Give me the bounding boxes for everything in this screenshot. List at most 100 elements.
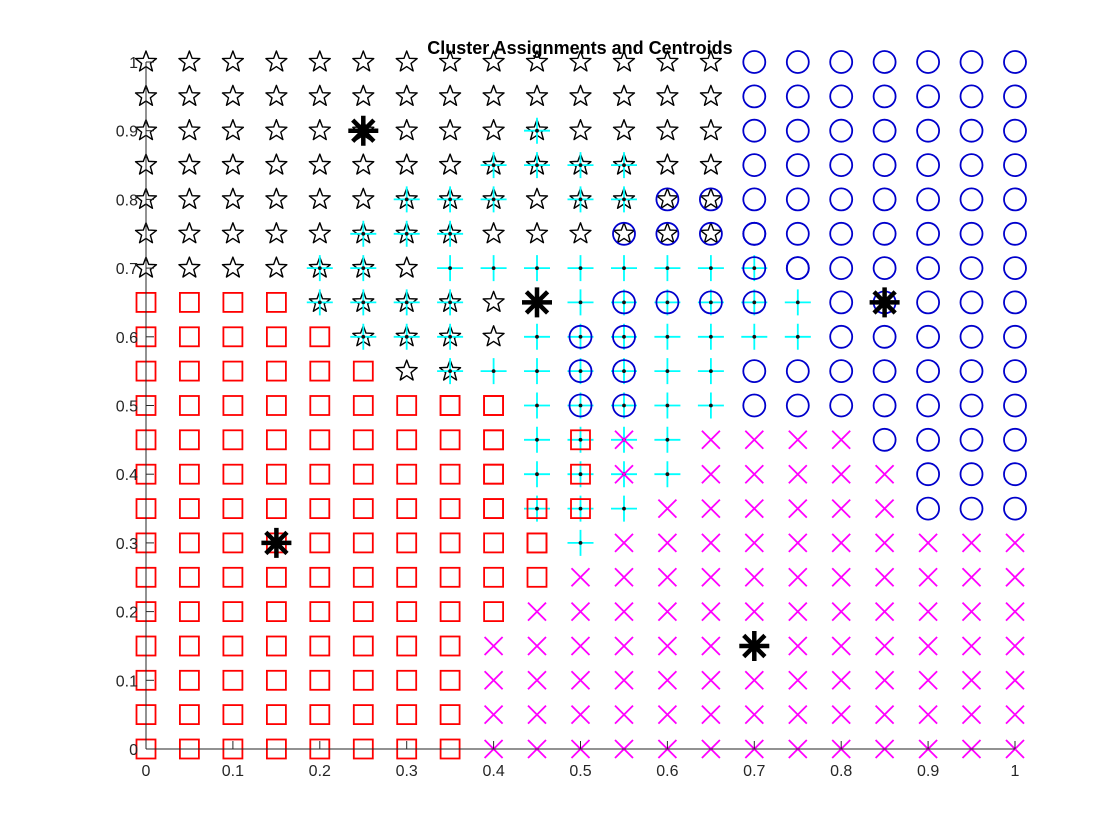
point-square [265,463,287,485]
point-x [831,567,851,587]
marks-layer [134,50,1027,760]
point-star [221,84,245,107]
point-circle [1003,153,1027,178]
point-star [525,84,549,107]
point-star [438,118,462,141]
point-square [222,395,244,416]
overlay-point-plus [393,186,420,213]
point-circle [742,393,767,418]
point-circle [1003,462,1027,487]
overlay-point-plus [567,152,594,179]
point-square [439,601,461,622]
y-tick-label: 0.3 [116,536,138,553]
overlay-point-circle [655,187,680,212]
overlay-point-plus [611,186,637,213]
point-square [265,704,287,725]
point-x [614,567,634,587]
point-circle [959,427,984,452]
point-square [396,704,418,725]
point-plus [480,358,507,385]
x-tick-label: 1 [1011,763,1020,780]
overlay-point-circle [568,359,593,384]
centroids-layer [261,115,900,661]
overlay-point-plus [437,358,464,385]
point-square [439,532,461,554]
point-square [178,326,200,348]
point-star [612,222,636,244]
point-circle [959,359,984,384]
point-x [744,670,764,690]
point-plus [654,358,681,385]
overlay-point-circle [699,290,723,315]
point-circle [916,84,940,109]
point-square [439,704,461,725]
point-x [657,567,678,587]
point-x [483,670,504,690]
point-square [265,360,287,382]
point-x [701,567,721,587]
x-tick-label: 0.3 [396,763,418,780]
point-star [656,50,679,72]
y-ticks: 0 0.1 0.2 0.3 0.4 0.5 0.6 0.7 0.8 0.9 1 [116,55,154,759]
point-x [744,601,764,622]
point-star [308,84,331,107]
point-circle [829,153,854,178]
y-tick-label: 0.1 [116,673,138,690]
point-x [701,430,721,450]
point-x [1005,670,1025,690]
point-x [874,704,895,725]
point-star [438,50,462,72]
point-square [222,704,244,725]
overlay-point-x [614,464,634,484]
point-square [396,601,418,622]
point-square [178,463,200,485]
point-square [178,291,200,313]
point-x [961,670,982,690]
point-circle [916,427,940,452]
centroid-marker [869,287,900,318]
point-square [352,395,374,416]
overlay-point-plus [524,152,550,179]
point-circle [742,187,767,212]
point-x [570,567,591,587]
point-circle [829,118,854,143]
point-star [265,118,288,141]
point-circle [785,359,810,384]
point-square [222,669,244,691]
point-x [788,464,808,484]
point-circle [872,50,897,74]
point-star [308,118,331,141]
overlay-point-plus [350,220,377,247]
point-star [482,118,505,141]
point-plus [654,255,681,282]
point-star [221,187,245,209]
point-star [699,118,723,141]
point-x [570,636,591,656]
centroid-marker [348,115,379,146]
overlay-point-plus [437,323,464,350]
point-square [352,463,374,485]
point-circle [1003,187,1027,212]
point-square [222,429,244,451]
point-circle [959,393,984,418]
point-square [439,566,461,588]
point-star [569,50,592,72]
overlay-point-circle [699,221,723,246]
point-circle [872,187,897,212]
point-star [699,50,723,72]
point-circle [916,187,940,212]
overlay-point-plus [567,186,594,213]
point-square [309,566,331,588]
point-plus [567,255,594,282]
axes-layer: 0 0.1 0.2 0.3 0.4 0.5 0.6 0.7 0.8 0.9 1 0 0.1 0.2 0.3… [116,55,1020,780]
point-x [874,498,895,519]
point-star [569,84,592,107]
point-star [699,222,723,244]
point-square [265,669,287,691]
point-x [657,704,678,725]
point-circle [959,153,984,178]
point-square [309,532,331,554]
x-tick-label: 0.6 [656,763,678,780]
overlay-point-square [570,429,591,451]
